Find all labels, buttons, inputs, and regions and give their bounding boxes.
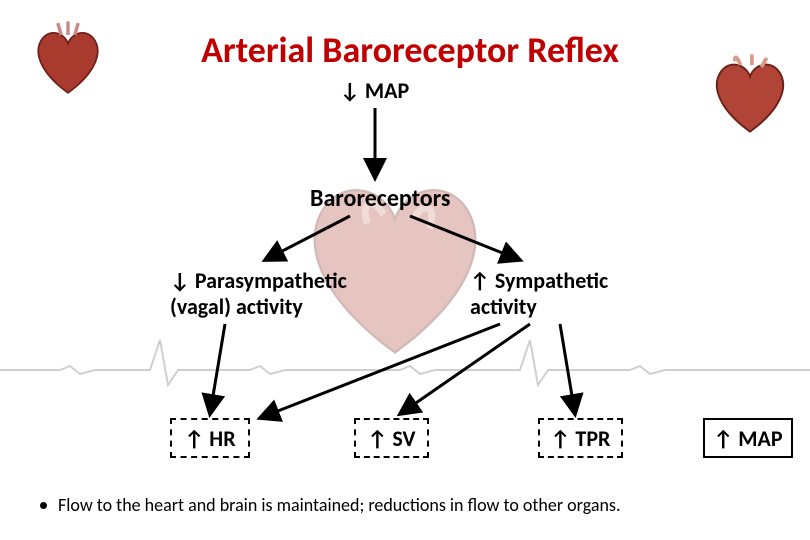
box-sv-label: ↑ SV xyxy=(367,425,415,452)
node-sympathetic: ↑ Sympathetic activity xyxy=(470,268,650,321)
box-map-label: ↑ MAP xyxy=(713,425,782,452)
heart-right-icon xyxy=(700,48,800,148)
node-baroreceptors: Baroreceptors xyxy=(310,185,451,214)
footnote-text: Flow to the heart and brain is maintaine… xyxy=(58,494,621,516)
box-sv: ↑ SV xyxy=(354,418,429,458)
box-hr: ↑ HR xyxy=(170,418,250,458)
box-tpr: ↑ TPR xyxy=(538,418,623,458)
box-map: ↑ MAP xyxy=(703,418,793,458)
node-map-down: ↓ MAP xyxy=(340,78,409,104)
ecg-trace-icon xyxy=(0,330,810,390)
slide-title: Arterial Baroreceptor Reflex xyxy=(140,28,680,72)
box-hr-label: ↑ HR xyxy=(184,425,235,452)
box-tpr-label: ↑ TPR xyxy=(551,425,611,452)
node-parasympathetic: ↓ Parasympathetic (vagal) activity xyxy=(170,268,390,321)
heart-left-icon xyxy=(18,18,118,108)
footnote-bullet-icon xyxy=(40,502,47,509)
